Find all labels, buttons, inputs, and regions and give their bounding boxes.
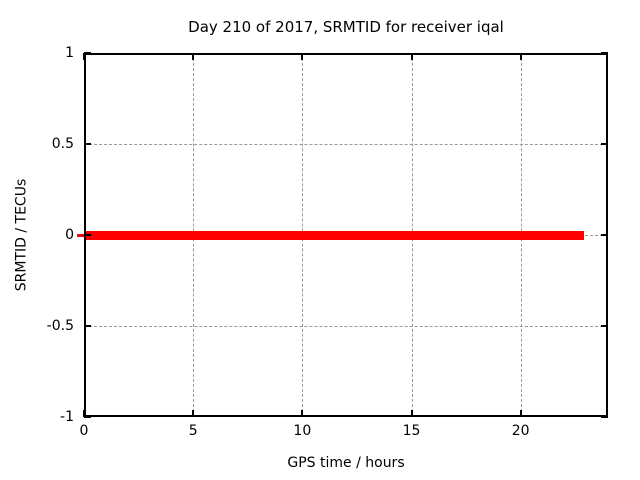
y-gridline bbox=[84, 326, 608, 327]
x-tick-label: 0 bbox=[79, 423, 89, 439]
y-tick-left bbox=[84, 52, 91, 54]
y-tick-label: 0.5 bbox=[51, 136, 74, 152]
series-line-srmtid bbox=[84, 230, 584, 240]
y-tick-left bbox=[84, 416, 91, 418]
x-axis-label: GPS time / hours bbox=[287, 455, 405, 471]
y-tick-right bbox=[601, 143, 608, 145]
y-tick-label: -1 bbox=[60, 409, 74, 425]
x-tick-top bbox=[83, 53, 85, 60]
y-tick-left bbox=[84, 143, 91, 145]
y-tick-right bbox=[601, 416, 608, 418]
y-tick-right bbox=[601, 325, 608, 327]
chart-title: Day 210 of 2017, SRMTID for receiver iqa… bbox=[188, 18, 504, 36]
x-tick-bottom bbox=[410, 410, 413, 417]
x-tick-bottom bbox=[83, 410, 85, 417]
x-tick-label: 5 bbox=[188, 423, 198, 439]
plot-frame bbox=[84, 53, 608, 417]
plot-area bbox=[84, 53, 608, 417]
x-tick-bottom bbox=[192, 410, 195, 417]
x-tick-label: 10 bbox=[293, 423, 312, 439]
y-tick-label: -0.5 bbox=[46, 318, 74, 334]
y-tick-left bbox=[84, 325, 91, 327]
y-tick-label: 0 bbox=[65, 227, 74, 243]
y-tick-label: 1 bbox=[65, 45, 74, 61]
x-tick-bottom bbox=[519, 410, 522, 417]
x-tick-bottom bbox=[301, 410, 304, 417]
x-tick-top bbox=[519, 53, 522, 60]
y-gridline bbox=[84, 144, 608, 145]
x-tick-top bbox=[192, 53, 195, 60]
x-tick-top bbox=[410, 53, 413, 60]
y-tick-left bbox=[84, 234, 91, 236]
y-tick-right bbox=[601, 52, 608, 54]
x-tick-label: 20 bbox=[511, 423, 530, 439]
x-tick-label: 15 bbox=[402, 423, 421, 439]
y-tick-right bbox=[601, 234, 608, 236]
x-tick-top bbox=[301, 53, 304, 60]
series-line-cap bbox=[77, 233, 84, 237]
